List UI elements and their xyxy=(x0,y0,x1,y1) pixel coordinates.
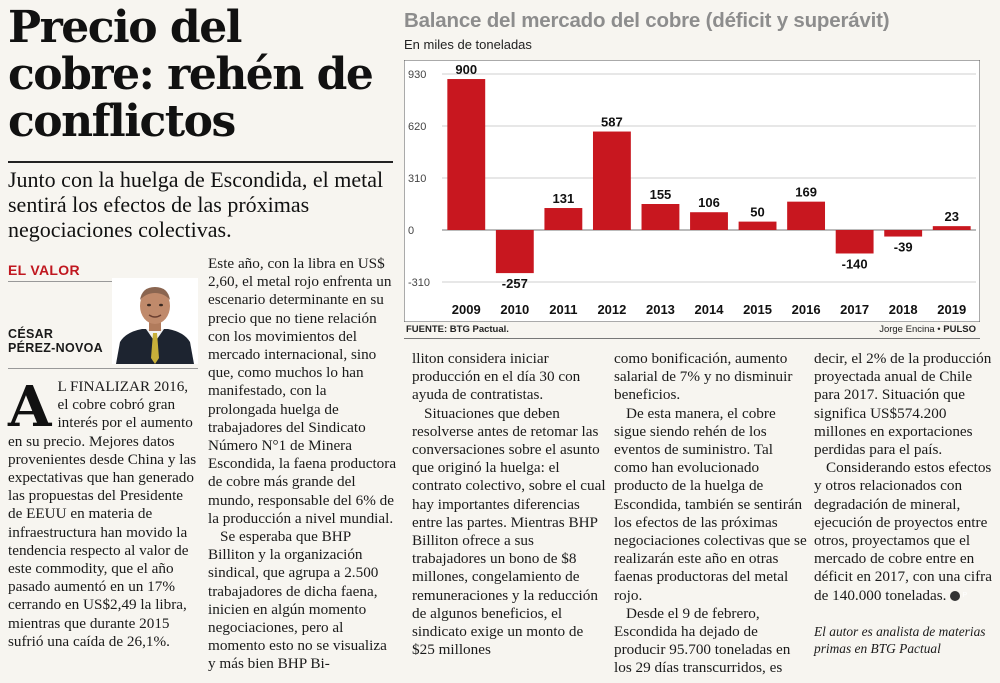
article-column-4: como bonificación, aumento salarial de 7… xyxy=(614,350,807,678)
author-signoff: El autor es analista de materias primas … xyxy=(814,623,986,656)
article-paragraph: lliton considera iniciar producción en e… xyxy=(412,350,581,404)
chart-frame xyxy=(404,60,980,322)
bar xyxy=(641,204,680,230)
data-label: 587 xyxy=(601,115,623,130)
data-label: 23 xyxy=(944,209,958,224)
chart-source: FUENTE: BTG Pactual. xyxy=(406,324,509,335)
bar xyxy=(835,230,874,254)
article-column-2: Este año, con la libra en US$ 2,60, el m… xyxy=(208,255,398,674)
data-label: 900 xyxy=(455,62,477,77)
bar xyxy=(447,79,486,230)
x-tick-label: 2016 xyxy=(792,302,821,317)
y-tick-label: -310 xyxy=(408,277,430,289)
divider xyxy=(8,281,198,282)
bar xyxy=(787,201,826,230)
x-tick-label: 2015 xyxy=(743,302,772,317)
data-label: 106 xyxy=(698,195,720,210)
article-paragraph: decir, el 2% de la producción proyectada… xyxy=(814,350,992,459)
author-name-line: PÉREZ-NOVOA xyxy=(8,341,103,355)
chart-title: Balance del mercado del cobre (déficit y… xyxy=(404,9,890,32)
chart-credit: Jorge Encina • PULSO xyxy=(879,324,976,335)
data-label: 131 xyxy=(553,191,575,206)
x-tick-label: 2010 xyxy=(500,302,529,317)
bar xyxy=(544,208,583,230)
credit-name: Jorge Encina xyxy=(879,324,935,335)
article-text: L FINALIZAR 2016, el cobre cobró gran in… xyxy=(8,378,197,650)
divider xyxy=(404,338,980,339)
article-paragraph: Este año, con la libra en US$ 2,60, el m… xyxy=(208,255,397,527)
bar xyxy=(884,230,923,237)
article-paragraph: De esta manera, el cobre sigue siendo re… xyxy=(614,404,807,604)
bar xyxy=(738,221,777,230)
author-name-line: CÉSAR xyxy=(8,327,54,341)
article-text: Considerando estos efectos y otros relac… xyxy=(814,459,992,604)
data-label: 155 xyxy=(650,187,672,202)
data-label: -39 xyxy=(894,240,913,255)
article-paragraph: Se esperaba que BHP Billiton y la organi… xyxy=(208,528,387,673)
x-tick-label: 2013 xyxy=(646,302,675,317)
article-paragraph: como bonificación, aumento salarial de 7… xyxy=(614,350,793,404)
y-tick-label: 620 xyxy=(408,121,426,133)
y-tick-label: 930 xyxy=(408,69,426,81)
end-mark-icon: P xyxy=(950,591,967,602)
article-column-3: lliton considera iniciar producción en e… xyxy=(412,350,607,659)
drop-cap: A xyxy=(8,374,52,440)
x-tick-label: 2009 xyxy=(452,302,481,317)
credit-outlet: PULSO xyxy=(943,324,976,335)
bar xyxy=(495,230,534,274)
headline-line: conflictos xyxy=(8,96,236,147)
headline-line: cobre: rehén de xyxy=(8,49,374,100)
headline-line: Precio del xyxy=(8,2,242,53)
data-label: -257 xyxy=(502,276,528,291)
divider xyxy=(8,368,198,369)
deck: Junto con la huelga de Escondida, el met… xyxy=(8,161,393,242)
section-tag: EL VALOR xyxy=(8,262,80,278)
x-tick-label: 2018 xyxy=(889,302,918,317)
article-paragraph: Desde el 9 de febrero, Escondida ha deja… xyxy=(614,604,791,677)
headline: Precio del cobre: rehén de conflictos xyxy=(8,4,388,145)
data-label: -140 xyxy=(842,256,868,271)
data-label: 169 xyxy=(795,185,817,200)
bar xyxy=(690,212,728,230)
article-paragraph: Considerando estos efectos y otros relac… xyxy=(814,459,1000,605)
bar xyxy=(932,226,971,230)
data-label: 50 xyxy=(750,205,764,220)
bar xyxy=(592,131,631,230)
x-tick-label: 2014 xyxy=(695,302,725,317)
article-paragraph: Situaciones que deben resolverse antes d… xyxy=(412,404,606,659)
chart-subtitle: En miles de toneladas xyxy=(404,37,532,52)
y-tick-label: 310 xyxy=(408,173,426,185)
credit-separator: • xyxy=(934,324,944,335)
y-tick-label: 0 xyxy=(408,225,414,237)
x-tick-label: 2019 xyxy=(937,302,966,317)
x-tick-label: 2012 xyxy=(597,302,626,317)
x-tick-label: 2011 xyxy=(549,302,577,317)
author-portrait xyxy=(112,278,198,364)
author-name: CÉSAR PÉREZ-NOVOA xyxy=(8,327,118,355)
x-tick-label: 2017 xyxy=(840,302,869,317)
bar-chart: 930 620 310 0 -310 900 -257 131 587 155 106 50 169 -… xyxy=(404,60,980,322)
article-column-5: decir, el 2% de la producción proyectada… xyxy=(814,350,1000,657)
